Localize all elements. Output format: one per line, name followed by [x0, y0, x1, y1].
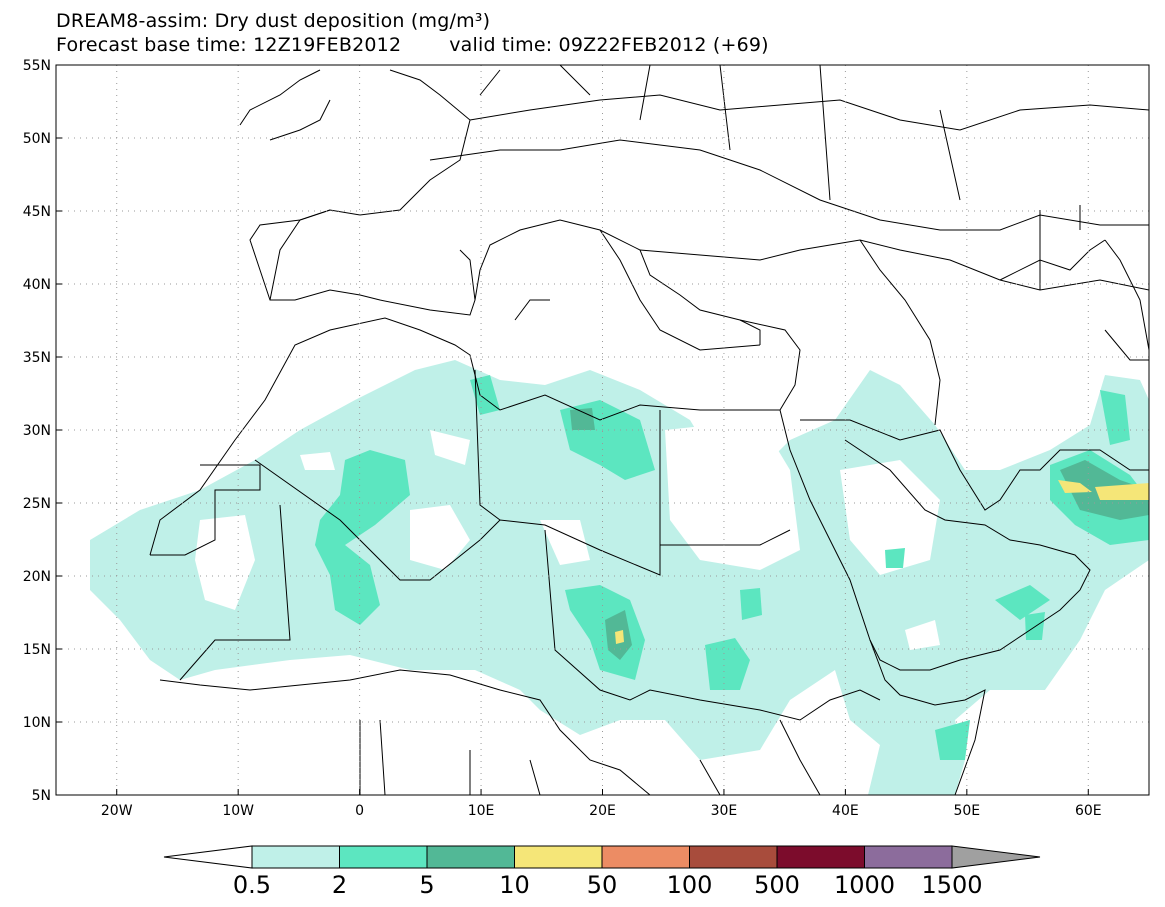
- colorbar: 0.5 2 5 10 50 100 500 1000 1500: [163, 845, 1041, 899]
- lat-tick-label: 15N: [23, 642, 51, 658]
- lon-tick-label: 20E: [589, 803, 616, 819]
- colorbar-bin: [514, 845, 603, 869]
- lat-tick-label: 45N: [23, 204, 51, 220]
- lon-tick-label: 0: [355, 803, 364, 819]
- lat-tick-label: 20N: [23, 569, 51, 585]
- deposition-shading-10-50: [615, 480, 1149, 644]
- colorbar-label: 0.5: [233, 871, 271, 899]
- forecast-valid-time: valid time: 09Z22FEB2012 (+69): [449, 34, 769, 56]
- forecast-base-time: Forecast base time: 12Z19FEB2012: [56, 34, 402, 56]
- colorbar-label: 500: [754, 871, 800, 899]
- deposition-clear-areas: [195, 420, 940, 650]
- lat-tick-label: 55N: [23, 58, 51, 74]
- lon-tick-label: 10W: [222, 803, 254, 819]
- lat-tick-label: 25N: [23, 496, 51, 512]
- latitude-axis: 55N 50N 45N 40N 35N 30N 25N 20N 15N 10N 5N: [23, 58, 62, 804]
- longitude-axis: 20W 10W 0 10E 20E 30E 40E 50E 60E: [101, 789, 1102, 819]
- colorbar-over-triangle: [951, 845, 1041, 869]
- lon-tick-label: 50E: [953, 803, 980, 819]
- lon-tick-label: 40E: [832, 803, 859, 819]
- colorbar-bin: [251, 845, 340, 869]
- colorbar-label: 50: [587, 871, 618, 899]
- graticule-dotted: [56, 65, 1149, 795]
- colorbar-bin: [689, 845, 778, 869]
- colorbar-label: 10: [499, 871, 530, 899]
- lat-tick-label: 35N: [23, 350, 51, 366]
- colorbar-label: 100: [667, 871, 713, 899]
- colorbar-bin: [864, 845, 953, 869]
- colorbar-under-triangle: [163, 845, 253, 869]
- lon-tick-label: 60E: [1075, 803, 1102, 819]
- colorbar-label: 5: [419, 871, 434, 899]
- lon-tick-label: 10E: [468, 803, 495, 819]
- colorbar-bin: [426, 845, 515, 869]
- map-subtitle: Forecast base time: 12Z19FEB2012 valid ti…: [56, 34, 769, 56]
- lat-tick-label: 30N: [23, 423, 51, 439]
- lon-tick-label: 30E: [711, 803, 738, 819]
- lat-tick-label: 50N: [23, 131, 51, 147]
- colorbar-bin: [601, 845, 690, 869]
- map-body: [56, 65, 1149, 795]
- colorbar-label: 1500: [921, 871, 982, 899]
- lat-tick-label: 5N: [32, 788, 51, 804]
- colorbar-bin: [339, 845, 428, 869]
- lat-tick-label: 10N: [23, 715, 51, 731]
- colorbar-label: 2: [332, 871, 347, 899]
- map-title: DREAM8-assim: Dry dust deposition (mg/m³…: [56, 10, 491, 32]
- colorbar-label: 1000: [834, 871, 895, 899]
- coastlines-and-borders: [149, 65, 1149, 795]
- colorbar-bin: [776, 845, 865, 869]
- lat-tick-label: 40N: [23, 277, 51, 293]
- lon-tick-label: 20W: [101, 803, 133, 819]
